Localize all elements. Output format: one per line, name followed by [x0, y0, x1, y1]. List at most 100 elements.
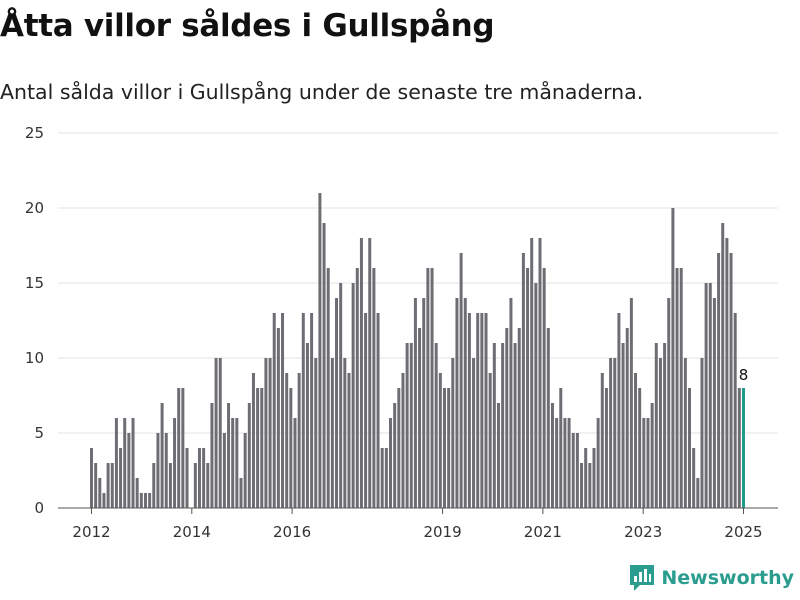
- chart-bar: [368, 238, 372, 508]
- brand-name: Newsworthy: [661, 567, 794, 589]
- chart-bar: [260, 388, 264, 508]
- chart-bar: [131, 418, 135, 508]
- chart-bar: [359, 238, 363, 508]
- chart-bar: [123, 418, 127, 508]
- chart-bar: [114, 418, 118, 508]
- chart-bar: [326, 268, 330, 508]
- chart-bar: [521, 253, 525, 508]
- chart-bar: [505, 328, 509, 508]
- chart-bar: [638, 388, 642, 508]
- chart-bar: [148, 493, 152, 508]
- chart-bar: [268, 358, 272, 508]
- chart-bar: [343, 358, 347, 508]
- chart-bar: [330, 358, 334, 508]
- chart-bar: [202, 448, 206, 508]
- chart-bar: [235, 418, 239, 508]
- chart-bar: [384, 448, 388, 508]
- page-subtitle: Antal sålda villor i Gullspång under de …: [0, 80, 644, 104]
- chart-bar: [418, 328, 422, 508]
- chart-bar: [729, 253, 733, 508]
- chart-bar: [293, 418, 297, 508]
- chart-bar: [214, 358, 218, 508]
- chart-bar: [413, 298, 417, 508]
- chart-bar: [492, 343, 496, 508]
- chart-bar: [646, 418, 650, 508]
- chart-bar: [193, 463, 197, 508]
- chart-bar: [496, 403, 500, 508]
- chart-bar: [555, 418, 559, 508]
- chart-bar: [484, 313, 488, 508]
- chart-bar: [102, 493, 106, 508]
- chart-bar: [447, 388, 451, 508]
- chart-bar: [318, 193, 322, 508]
- chart-bar: [542, 268, 546, 508]
- chart-bar: [517, 328, 521, 508]
- chart-bar: [397, 388, 401, 508]
- chart-bar: [351, 283, 355, 508]
- chart-bar: [322, 223, 326, 508]
- x-tick-label: 2016: [273, 523, 311, 541]
- chart-bar: [480, 313, 484, 508]
- chart-bar: [742, 388, 745, 508]
- chart-bar: [442, 388, 446, 508]
- chart-bar: [409, 343, 413, 508]
- chart-bar: [301, 313, 305, 508]
- chart-bar: [526, 268, 530, 508]
- x-tick-label: 2025: [724, 523, 762, 541]
- y-tick-label: 20: [25, 199, 44, 217]
- chart-bar: [285, 373, 289, 508]
- chart-bar: [600, 373, 604, 508]
- chart-bar: [173, 418, 177, 508]
- chart-bar: [708, 283, 712, 508]
- chart-bar: [588, 463, 592, 508]
- x-tick-label: 2014: [173, 523, 211, 541]
- chart-bar: [168, 463, 172, 508]
- x-tick-label: 2021: [524, 523, 562, 541]
- chart-bar: [222, 433, 226, 508]
- chart-bar: [530, 238, 534, 508]
- chart-bar: [650, 403, 654, 508]
- last-value-label: 8: [739, 366, 749, 384]
- x-tick-label: 2023: [624, 523, 662, 541]
- chart-bar: [210, 403, 214, 508]
- chart-bar: [185, 448, 189, 508]
- chart-bar: [617, 313, 621, 508]
- chart-bars: [90, 193, 745, 508]
- chart-bar: [567, 418, 571, 508]
- chart-bar: [642, 418, 646, 508]
- chart-bar: [110, 463, 114, 508]
- chart-bar: [472, 358, 476, 508]
- chart-bar: [571, 433, 575, 508]
- chart-bar: [509, 298, 513, 508]
- chart-bar: [737, 388, 741, 508]
- chart-bar: [679, 268, 683, 508]
- chart-bar: [625, 328, 629, 508]
- chart-bar: [663, 343, 667, 508]
- chart-bar: [276, 328, 280, 508]
- chart-bar: [683, 358, 687, 508]
- chart-bar: [688, 388, 692, 508]
- chart-annotations: 8: [739, 366, 749, 384]
- chart-bar: [459, 253, 463, 508]
- chart-bar: [430, 268, 434, 508]
- chart-bar: [405, 343, 409, 508]
- chart-bar: [177, 388, 181, 508]
- chart-grid: [58, 132, 778, 434]
- chart-bar: [733, 313, 737, 508]
- newsworthy-brand: Newsworthy: [629, 564, 794, 592]
- x-axis: 2012 2014 2016 2019 2021 2023 2025: [58, 507, 778, 541]
- y-tick-label: 10: [25, 349, 44, 367]
- chart-bar: [550, 403, 554, 508]
- chart-bar: [725, 238, 729, 508]
- chart-bar: [152, 463, 156, 508]
- chart-bar: [621, 343, 625, 508]
- chart-bar: [106, 463, 110, 508]
- chart-bar: [559, 388, 563, 508]
- chart-bar: [546, 328, 550, 508]
- chart-bar: [671, 208, 675, 508]
- chart-bar: [721, 223, 725, 508]
- chart-bar: [658, 358, 662, 508]
- chart-bar: [604, 388, 608, 508]
- chart-bar: [231, 418, 235, 508]
